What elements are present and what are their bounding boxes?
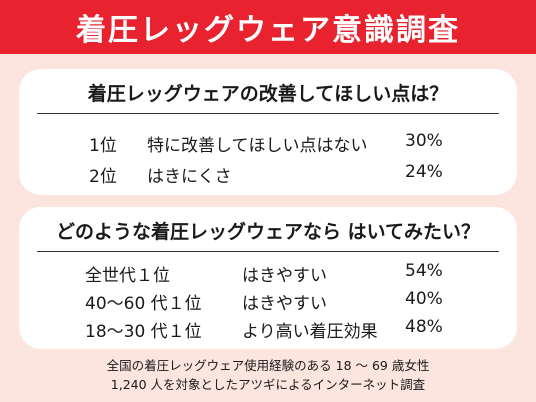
footnote-line-1: 全国の着圧レッグウェア使用経験のある 18 ～ 69 歳女性 [106,358,430,373]
answer-label: はきやすい [242,266,327,286]
percent-value: 24% [405,162,443,182]
percent-value: 30% [405,131,443,151]
question-card-preferences: どのような着圧レッグウェアなら はいてみたい？ 全世代１位 はきやすい 54% … [19,207,517,349]
rank-label: 40～60 代１位 [85,294,202,314]
footnote-line-2: 1,240 人を対象としたアツギによるインターネット調査 [110,377,426,392]
percent-value: 40% [405,289,443,309]
page-title: 着圧レッグウェア意識調査 [76,13,460,48]
answer-label: はきにくさ [147,167,232,187]
rank-label: 1位 [89,136,117,156]
answer-label: はきやすい [242,294,327,314]
question-heading: どのような着圧レッグウェアなら はいてみたい？ [37,217,499,252]
question-card-improvements: 着圧レッグウェアの改善してほしい点は？ 1位 特に改善してほしい点はない 30%… [19,69,517,195]
title-banner: 着圧レッグウェア意識調査 [0,0,536,54]
rank-label: 全世代１位 [85,266,170,286]
percent-value: 54% [405,261,443,281]
rank-label: 2位 [89,167,117,187]
answer-label: より高い着圧効果 [242,322,378,342]
question-heading: 着圧レッグウェアの改善してほしい点は？ [37,79,499,114]
rank-label: 18～30 代１位 [85,322,202,342]
percent-value: 48% [405,317,443,337]
answer-label: 特に改善してほしい点はない [147,136,368,156]
